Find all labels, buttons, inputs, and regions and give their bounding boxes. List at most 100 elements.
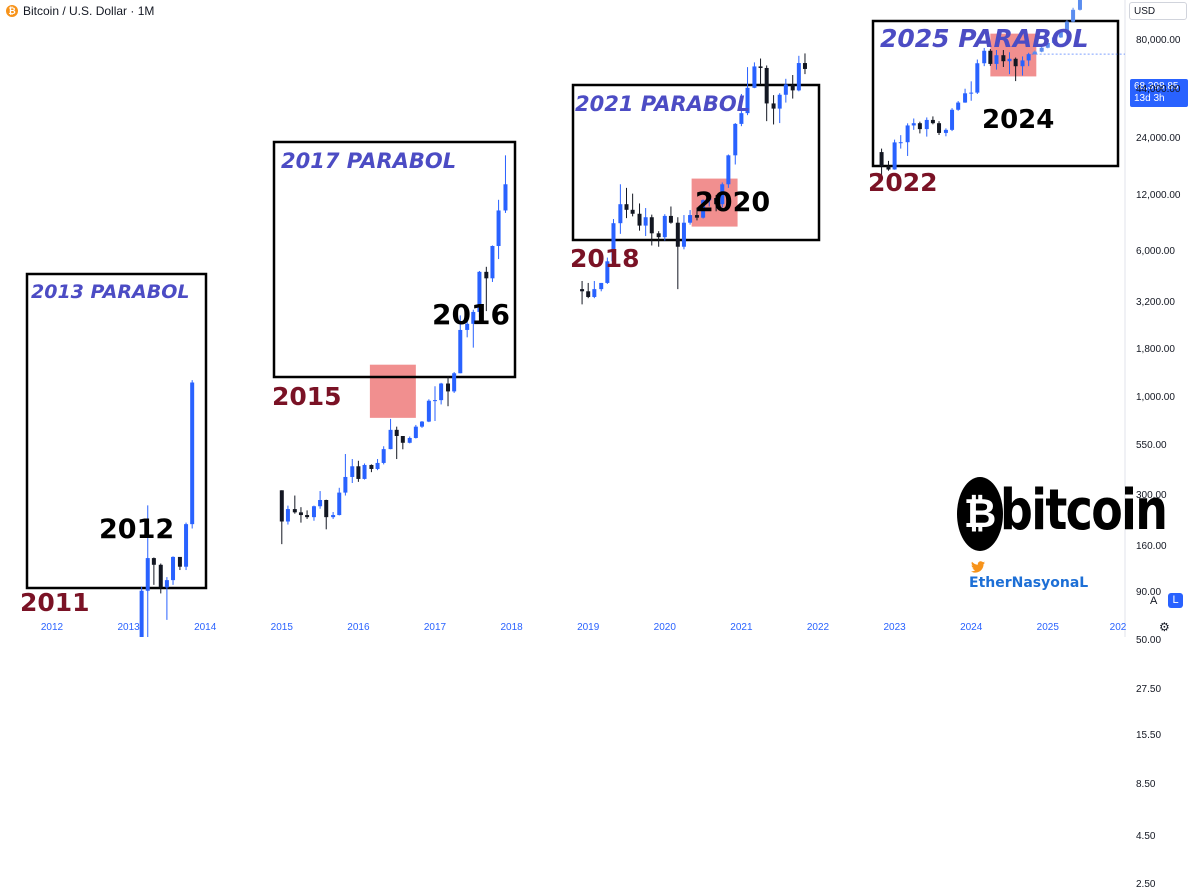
cycle-box-1 — [272, 140, 517, 379]
cycle2-candle-31 — [477, 271, 482, 312]
cycle4-candle-23 — [1026, 54, 1031, 61]
cycle3-candle-26 — [745, 87, 750, 114]
box-title-2013: 2013 PARABOL — [31, 281, 190, 303]
cycle4-candle-21 — [1013, 58, 1018, 67]
cycle4-candle-3 — [898, 142, 903, 144]
time-tick-label: 2015 — [270, 622, 293, 633]
cycle-box-3 — [871, 19, 1120, 168]
cycle2-candle-12 — [356, 466, 361, 479]
cycle3-candle-12 — [656, 233, 661, 238]
projection-candle-6 — [1071, 9, 1076, 22]
price-tick-label: 160.00 — [1136, 540, 1167, 552]
cycle3-candle-6 — [618, 204, 623, 224]
cycle4-candle-1 — [886, 166, 891, 170]
price-tick-label: 27.50 — [1136, 683, 1162, 695]
cycle1-candle-26 — [190, 382, 195, 525]
cycle2-candle-13 — [362, 464, 367, 479]
cycle4-candle-4 — [905, 125, 910, 143]
cycle4-candle-13 — [963, 93, 968, 103]
time-tick-label: 2019 — [577, 622, 600, 633]
symbol-title[interactable]: Bitcoin / U.S. Dollar · 1M — [23, 4, 155, 18]
cycle3-candle-35 — [802, 63, 807, 69]
cycle2-candle-26 — [446, 383, 451, 392]
cycle2-candle-1 — [285, 509, 290, 522]
projection-candle-5 — [1064, 21, 1069, 31]
box-title-2017: 2017 PARABOL — [281, 149, 457, 173]
cycle1-candle-19 — [145, 558, 150, 591]
cycle2-candle-16 — [381, 449, 386, 463]
cycle4-candle-7 — [924, 119, 929, 130]
cycle3-candle-30 — [771, 103, 776, 109]
gear-icon[interactable]: ⚙ — [1159, 620, 1170, 634]
cycle2-candle-24 — [433, 400, 437, 402]
cycle2-candle-11 — [350, 466, 355, 477]
cycle3-candle-2 — [592, 289, 597, 297]
cycle4-candle-8 — [930, 119, 935, 124]
price-chart[interactable] — [0, 0, 1200, 637]
cycle2-candle-3 — [298, 512, 303, 516]
cycle-box-2 — [571, 83, 821, 242]
time-tick-label: 2020 — [653, 622, 676, 633]
cycle3-candle-3 — [599, 282, 604, 290]
cycle-start-2018: 2018 — [570, 244, 640, 273]
cycle2-candle-28 — [458, 329, 463, 374]
time-tick-label: 2023 — [883, 622, 906, 633]
bitcoin-coin-icon: ₿ — [6, 5, 18, 17]
halving-label-2024: 2024 — [982, 105, 1055, 135]
cycle1-candle-18 — [139, 590, 144, 637]
cycle2-candle-27 — [452, 373, 457, 392]
cycle3-candle-19 — [701, 200, 706, 218]
current-price-tag: 68,398.85 13d 3h — [1130, 79, 1188, 107]
cycle3-candle-17 — [688, 215, 693, 223]
cycle2-candle-34 — [496, 210, 501, 246]
projection-candle-0 — [1032, 51, 1037, 55]
cycle2-candle-21 — [413, 426, 418, 438]
cycle2-candle-8 — [331, 515, 336, 518]
cycle3-candle-25 — [739, 113, 744, 124]
cycle1-candle-21 — [158, 564, 163, 588]
time-tick-label: 202 — [1109, 622, 1127, 633]
cycle3-candle-21 — [714, 198, 719, 205]
cycle3-candle-11 — [649, 217, 654, 234]
cycle4-candle-14 — [969, 92, 974, 94]
projection-candle-7 — [1077, 0, 1082, 10]
time-tick-label: 2014 — [194, 622, 217, 633]
auto-scale-button[interactable]: A — [1150, 595, 1158, 607]
cycle4-candle-10 — [943, 129, 948, 133]
price-tick-label: 12,000.00 — [1136, 189, 1181, 201]
cycle4-candle-22 — [1020, 60, 1025, 67]
currency-selector[interactable]: USD — [1129, 2, 1187, 20]
cycle2-candle-10 — [343, 476, 348, 493]
cycle3-candle-5 — [611, 223, 616, 262]
cycle3-candle-14 — [668, 215, 673, 223]
cycle4-candle-15 — [975, 63, 980, 93]
cycle4-candle-12 — [956, 102, 961, 110]
cycle4-candle-11 — [950, 109, 955, 130]
cycle3-candle-31 — [777, 94, 782, 109]
cycle3-candle-16 — [681, 222, 686, 247]
halving-label-2020: 2020 — [695, 187, 771, 218]
price-tick-label: 15.50 — [1136, 730, 1162, 742]
projection-candle-1 — [1039, 47, 1044, 52]
log-scale-button[interactable]: L — [1168, 593, 1183, 608]
cycle2-candle-0 — [279, 490, 284, 522]
cycle3-candle-34 — [796, 63, 801, 91]
price-tick-label: 80,000.00 — [1136, 35, 1181, 47]
cycle4-candle-16 — [982, 50, 987, 64]
price-tick-label: 3,200.00 — [1136, 297, 1175, 309]
time-tick-label: 2025 — [1036, 622, 1059, 633]
cycle3-candle-10 — [643, 217, 648, 226]
price-tick-label: 140,000.00 — [1136, 0, 1186, 1]
price-tick-label: 44,000.00 — [1136, 84, 1181, 95]
halving-label-2012: 2012 — [99, 514, 175, 545]
cycle3-candle-1 — [586, 291, 591, 297]
price-tick-label: 90.00 — [1136, 587, 1162, 599]
cycle2-candle-2 — [292, 509, 297, 513]
cycle3-candle-18 — [694, 215, 699, 218]
cycle4-candle-9 — [937, 123, 942, 133]
cycle2-candle-35 — [503, 184, 508, 211]
halving-zone-1 — [369, 364, 416, 418]
price-tick-label: 550.00 — [1136, 440, 1167, 452]
cycle-start-2011: 2011 — [20, 588, 90, 617]
price-tick-label: 4.50 — [1136, 830, 1156, 842]
